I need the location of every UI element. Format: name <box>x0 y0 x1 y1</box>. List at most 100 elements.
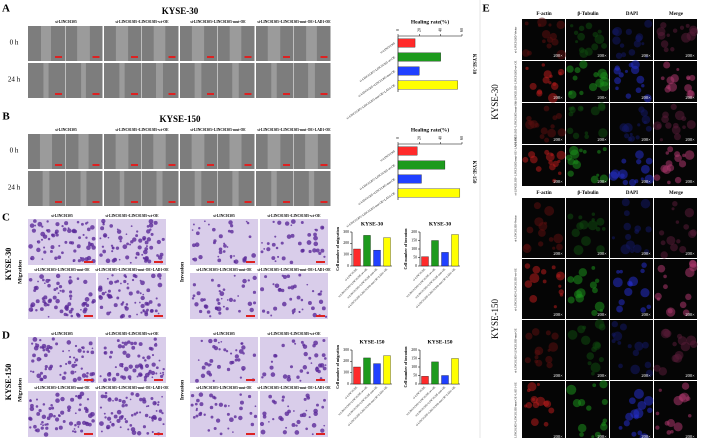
cell-signal <box>618 363 623 369</box>
stained-cell <box>47 237 51 241</box>
stain-header: DAPI <box>626 12 638 17</box>
stained-cell <box>247 279 250 282</box>
stained-cell <box>153 337 157 341</box>
magnification: 200× <box>641 179 651 184</box>
stained-cell <box>47 299 52 304</box>
bar <box>383 237 391 267</box>
scale-bar <box>92 93 100 95</box>
stained-cell <box>68 309 73 314</box>
wound-gap <box>153 134 166 169</box>
cell-signal <box>611 28 619 36</box>
panel-title: KYSE-150 <box>159 114 201 124</box>
stained-cell <box>103 346 107 350</box>
stained-cell <box>85 409 89 414</box>
stained-cell <box>44 423 47 426</box>
stained-cell <box>233 299 236 302</box>
assay-label: Migration <box>17 260 23 284</box>
stained-cell <box>322 338 326 342</box>
cell-signal <box>555 112 562 119</box>
wound-gap <box>229 134 242 169</box>
stained-cell <box>297 241 302 246</box>
y-tick-label: 200 <box>411 230 417 234</box>
cell-line-label: KYSE-150 <box>4 364 13 400</box>
stained-cell <box>134 364 139 369</box>
wound-gap <box>194 171 202 206</box>
cell-signal <box>623 420 630 427</box>
stained-cell <box>90 350 95 355</box>
stained-cell <box>78 408 82 412</box>
cell-signal <box>567 296 575 304</box>
stained-cell <box>125 255 130 260</box>
stained-cell <box>104 391 108 395</box>
stained-cell <box>241 345 246 350</box>
stained-cell <box>156 403 160 406</box>
stained-cell <box>67 360 72 365</box>
stained-cell <box>47 350 51 353</box>
cell-signal <box>641 42 645 46</box>
cell-signal <box>678 160 687 168</box>
stained-cell <box>115 246 120 250</box>
stained-cell <box>60 396 65 402</box>
cell-signal <box>672 341 677 347</box>
bar <box>353 248 361 267</box>
cell-signal <box>542 279 547 284</box>
stained-cell <box>272 417 275 421</box>
scale-bar <box>92 164 100 166</box>
cell-signal <box>585 22 593 30</box>
cell-signal <box>685 23 690 28</box>
stained-cell <box>301 308 304 311</box>
cell-signal <box>624 133 630 139</box>
y-tick-label: 150 <box>411 356 417 360</box>
cell-signal <box>675 220 680 224</box>
stained-cell <box>77 259 81 263</box>
cell-signal <box>573 245 584 256</box>
cell-signal <box>591 309 598 317</box>
cell-signal <box>633 40 641 48</box>
bar <box>451 358 459 385</box>
stained-cell <box>146 288 151 293</box>
stain-header: β-Tubulin <box>577 191 598 196</box>
stained-cell <box>64 305 69 310</box>
stained-cell <box>155 366 159 370</box>
stained-cell <box>324 357 327 360</box>
assay-label: Invasion <box>179 262 185 282</box>
magnification: 200× <box>641 434 651 438</box>
scale-bar <box>320 56 328 58</box>
stained-cell <box>105 258 111 264</box>
cell-signal <box>633 244 642 253</box>
stained-cell <box>55 273 61 279</box>
cell-signal <box>667 146 674 153</box>
cell-signal <box>612 277 623 288</box>
stained-cell <box>48 406 52 411</box>
stained-cell <box>69 290 73 294</box>
stained-cell <box>299 369 304 373</box>
wound-gap <box>39 134 53 169</box>
cell-signal <box>637 400 647 410</box>
image-caption: si-LINC01305+LINC01305-mut-OE+LAD1-OE <box>95 268 169 272</box>
magnification: 200× <box>597 312 607 317</box>
stained-cell <box>55 287 59 290</box>
stained-cell <box>118 235 123 241</box>
stained-cell <box>99 406 103 409</box>
stained-cell <box>139 292 142 295</box>
category-label: si-LINC01305 <box>379 149 396 163</box>
stained-cell <box>101 218 106 224</box>
stained-cell <box>81 355 84 359</box>
stained-cell <box>155 409 158 412</box>
stained-cell <box>54 256 58 260</box>
cell-signal <box>679 301 687 309</box>
cell-signal <box>594 301 605 312</box>
wound-gap <box>155 63 164 98</box>
panel-label: E <box>482 3 489 15</box>
bar <box>363 357 371 385</box>
cell-signal <box>543 421 549 427</box>
wound-gap <box>308 171 315 206</box>
cell-signal <box>619 269 623 274</box>
stained-cell <box>65 362 68 366</box>
stained-cell <box>118 398 122 403</box>
scale-bar <box>320 164 328 166</box>
cell-signal <box>570 24 574 28</box>
stained-cell <box>56 281 60 286</box>
stained-cell <box>70 241 75 245</box>
cell-signal <box>529 82 537 90</box>
